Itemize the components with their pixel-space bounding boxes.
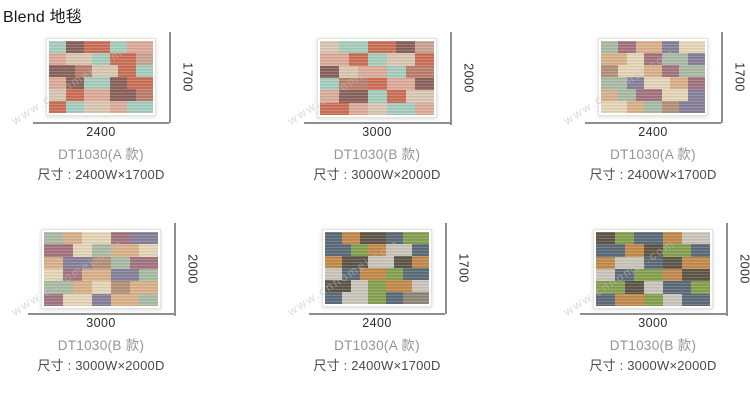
product-size: 尺寸 : 3000W×2000D bbox=[313, 167, 441, 182]
product-size: 尺寸 : 2400W×1700D bbox=[589, 167, 717, 182]
product-size: 尺寸 : 2400W×1700D bbox=[313, 358, 441, 373]
product-name: DT1030(B 款) bbox=[333, 147, 421, 162]
width-dimension-value: 2400 bbox=[362, 316, 392, 330]
product-card: www.cnhomei.com 2400 1700 DT1030(A 款) 尺寸… bbox=[553, 30, 750, 210]
page-title: Blend 地毯 bbox=[3, 9, 82, 26]
product-name: DT1030(B 款) bbox=[57, 338, 145, 353]
height-dimension-line bbox=[445, 223, 447, 314]
height-dimension-value: 2000 bbox=[185, 254, 200, 284]
width-dimension-line bbox=[585, 122, 721, 124]
height-dimension-value: 2000 bbox=[461, 63, 476, 93]
product-card: www.cnhomei.com 3000 2000 DT1030(B 款) 尺寸… bbox=[277, 30, 477, 210]
width-dimension-value: 2400 bbox=[638, 125, 668, 139]
width-dimension-line bbox=[28, 313, 174, 315]
product-name: DT1030(B 款) bbox=[609, 338, 697, 353]
product-name: DT1030(A 款) bbox=[610, 147, 696, 162]
rug-image bbox=[41, 229, 161, 309]
width-dimension-value: 2400 bbox=[86, 125, 116, 139]
product-figure: www.cnhomei.com 2400 1700 bbox=[553, 30, 750, 140]
height-dimension-value: 1700 bbox=[732, 62, 747, 92]
width-dimension-value: 3000 bbox=[86, 316, 116, 330]
height-dimension-line bbox=[169, 32, 171, 123]
product-figure: www.cnhomei.com 3000 2000 bbox=[277, 30, 477, 140]
width-dimension-line bbox=[33, 122, 169, 124]
product-size: 尺寸 : 3000W×2000D bbox=[37, 358, 165, 373]
product-card: www.cnhomei.com 3000 2000 DT1030(B 款) 尺寸… bbox=[553, 221, 750, 401]
height-dimension-line bbox=[721, 32, 723, 123]
rug-image bbox=[322, 229, 432, 307]
width-dimension-value: 3000 bbox=[638, 316, 668, 330]
product-card: www.cnhomei.com 2400 1700 DT1030(A 款) 尺寸… bbox=[277, 221, 477, 401]
width-dimension-line bbox=[304, 122, 450, 124]
rug-image bbox=[598, 38, 708, 116]
height-dimension-line bbox=[450, 32, 452, 125]
rug-image bbox=[46, 38, 156, 116]
product-card: www.cnhomei.com 3000 2000 DT1030(B 款) 尺寸… bbox=[1, 221, 201, 401]
product-size: 尺寸 : 3000W×2000D bbox=[589, 358, 717, 373]
width-dimension-line bbox=[580, 313, 726, 315]
rug-image bbox=[593, 229, 713, 309]
height-dimension-value: 1700 bbox=[180, 62, 195, 92]
product-card: www.cnhomei.com 2400 1700 DT1030(A 款) 尺寸… bbox=[1, 30, 201, 210]
product-figure: www.cnhomei.com 2400 1700 bbox=[1, 30, 201, 140]
height-dimension-value: 1700 bbox=[456, 253, 471, 283]
product-figure: www.cnhomei.com 3000 2000 bbox=[1, 221, 201, 331]
width-dimension-line bbox=[309, 313, 445, 315]
rug-image bbox=[317, 38, 437, 118]
height-dimension-value: 2000 bbox=[737, 254, 750, 284]
product-figure: www.cnhomei.com 2400 1700 bbox=[277, 221, 477, 331]
product-figure: www.cnhomei.com 3000 2000 bbox=[553, 221, 750, 331]
height-dimension-line bbox=[726, 223, 728, 316]
product-name: DT1030(A 款) bbox=[334, 338, 420, 353]
height-dimension-line bbox=[174, 223, 176, 316]
width-dimension-value: 3000 bbox=[362, 125, 392, 139]
product-name: DT1030(A 款) bbox=[58, 147, 144, 162]
product-size: 尺寸 : 2400W×1700D bbox=[37, 167, 165, 182]
